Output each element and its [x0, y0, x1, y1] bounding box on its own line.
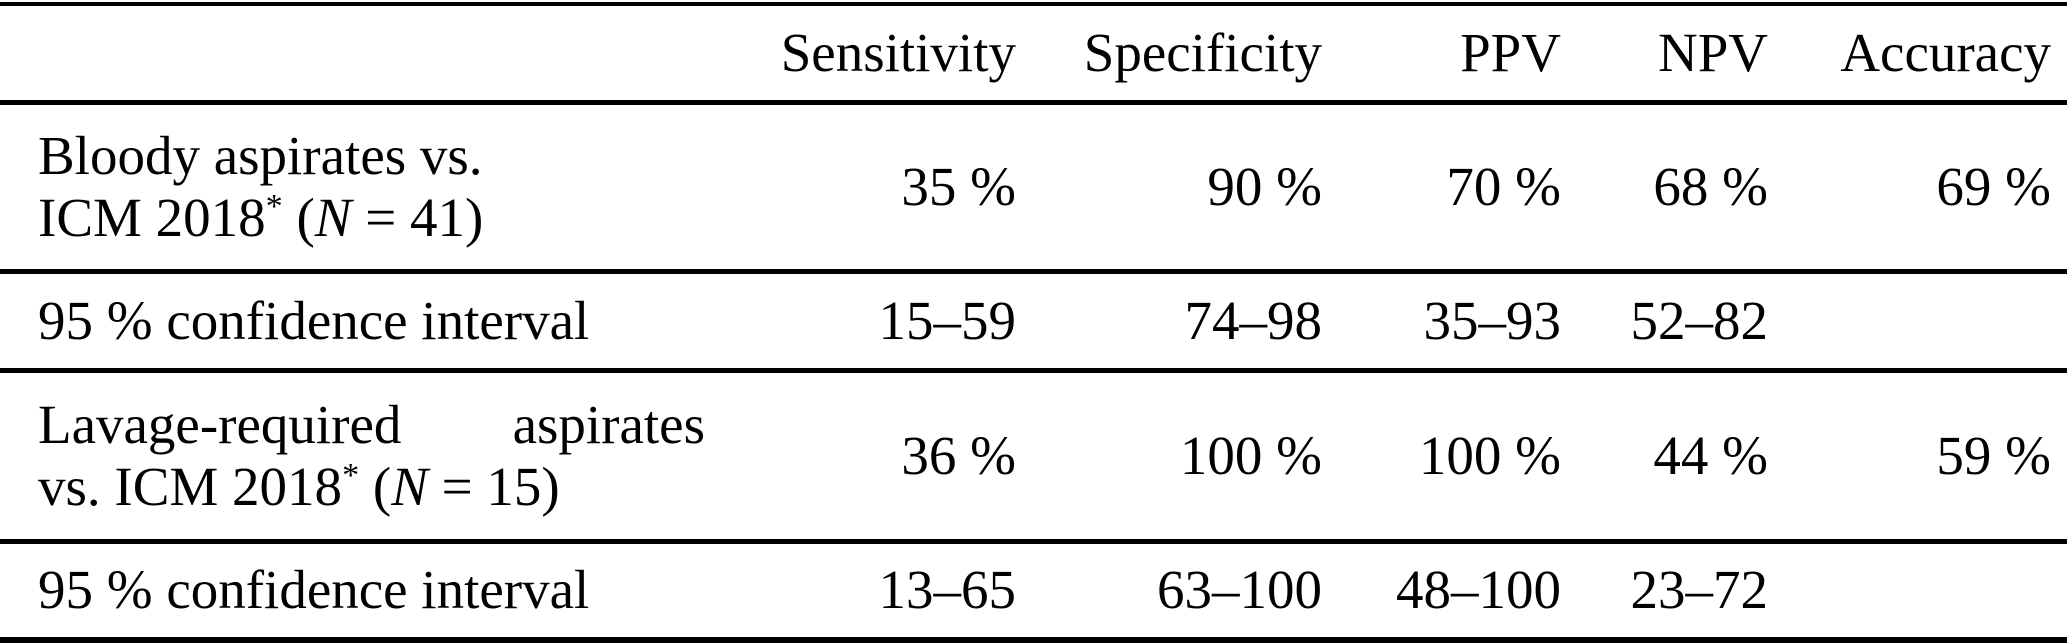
label-text: = 15) [427, 455, 560, 517]
value-cell-accuracy [1768, 541, 2067, 640]
superscript-asterisk: * [265, 187, 283, 225]
label-cell: Lavage-required aspirates vs. ICM 2018* (N… [0, 370, 715, 541]
value-cell-sensitivity: 36 % [901, 424, 1016, 486]
superscript-asterisk: * [342, 456, 360, 494]
label-text: 95 % confidence interval [38, 289, 590, 351]
italic-variable: N [314, 186, 352, 248]
label-line: Bloody aspirates vs. [38, 125, 705, 187]
value-cell-npv: 23–72 [1630, 559, 1769, 621]
value-cell-specificity: 90 % [1207, 155, 1322, 217]
label-line: 95 % confidence interval [38, 559, 705, 621]
value-cell-npv: 44 % [1653, 424, 1768, 486]
label-text: ( [282, 186, 315, 248]
label-text: vs. ICM 2018 [38, 455, 343, 517]
value-cell-specificity: 100 % [1179, 424, 1322, 486]
value-cell-sensitivity: 35 % [901, 155, 1016, 217]
label-line: Lavage-required aspirates [38, 394, 705, 456]
value-cell-specificity: 74–98 [1184, 289, 1323, 351]
label-text: = 41) [351, 186, 484, 248]
table-header: Sensitivity Specificity PPV NPV Accuracy [0, 4, 2067, 102]
header-cell-specificity: Specificity [1083, 21, 1322, 83]
table-row-lavage-required-aspirates: Lavage-required aspirates vs. ICM 2018* (N… [0, 370, 2067, 541]
label-cell: 95 % confidence interval [0, 541, 715, 640]
italic-variable: N [391, 455, 428, 517]
value-cell-specificity: 63–100 [1157, 559, 1322, 621]
label-text: ICM 2018 [38, 186, 266, 248]
label-cell: Bloody aspirates vs. ICM 2018* (N = 41) [0, 102, 715, 271]
value-cell-accuracy: 59 % [1936, 424, 2051, 486]
value-cell-sensitivity: 13–65 [878, 559, 1017, 621]
table-row-lavage-required-aspirates-ci: 95 % confidence interval 13–65 63–100 48–10… [0, 541, 2067, 640]
value-cell-npv: 68 % [1653, 155, 1768, 217]
value-cell-npv: 52–82 [1630, 289, 1769, 351]
label-text: Bloody aspirates vs. [38, 124, 483, 186]
header-cell-npv: NPV [1657, 21, 1768, 83]
header-cell-sensitivity: Sensitivity [780, 21, 1016, 83]
label-line: 95 % confidence interval [38, 290, 705, 352]
header-cell-ppv: PPV [1460, 21, 1561, 83]
label-text: 95 % confidence interval [38, 559, 590, 621]
label-line: ICM 2018* (N = 41) [38, 187, 705, 249]
header-cell-empty [0, 4, 715, 102]
value-cell-ppv: 48–100 [1396, 559, 1561, 621]
table-row-bloody-aspirates: Bloody aspirates vs. ICM 2018* (N = 41) 35… [0, 102, 2067, 271]
label-text: Lavage-required [38, 393, 402, 455]
label-text: aspirates [512, 393, 705, 455]
value-cell-accuracy: 69 % [1936, 155, 2051, 217]
label-text: ( [359, 455, 392, 517]
label-line: vs. ICM 2018* (N = 15) [38, 456, 705, 518]
table-row-bloody-aspirates-ci: 95 % confidence interval 15–59 74–98 35–93 5… [0, 271, 2067, 370]
value-cell-accuracy [1768, 271, 2067, 370]
label-cell: 95 % confidence interval [0, 271, 715, 370]
value-cell-sensitivity: 15–59 [878, 289, 1017, 351]
value-cell-ppv: 100 % [1418, 424, 1561, 486]
header-row: Sensitivity Specificity PPV NPV Accuracy [0, 4, 2067, 102]
value-cell-ppv: 35–93 [1423, 289, 1562, 351]
table-body: Bloody aspirates vs. ICM 2018* (N = 41) 35… [0, 102, 2067, 640]
header-cell-accuracy: Accuracy [1840, 21, 2051, 83]
value-cell-ppv: 70 % [1446, 155, 1561, 217]
